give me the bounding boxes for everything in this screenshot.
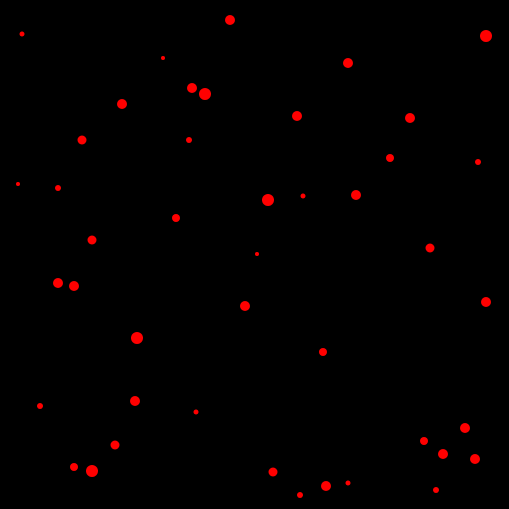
scatter-point [86, 465, 98, 477]
scatter-point [37, 403, 43, 409]
scatter-point [470, 454, 480, 464]
scatter-point [460, 423, 470, 433]
scatter-point [53, 278, 63, 288]
scatter-point [405, 113, 415, 123]
scatter-plot [0, 0, 509, 509]
scatter-point [297, 492, 303, 498]
scatter-point [69, 281, 79, 291]
scatter-point [187, 83, 197, 93]
scatter-point [186, 137, 192, 143]
scatter-point [199, 88, 211, 100]
scatter-point [292, 111, 302, 121]
scatter-point [269, 468, 278, 477]
scatter-point [161, 56, 165, 60]
scatter-point [78, 136, 87, 145]
scatter-point [426, 244, 435, 253]
scatter-point [420, 437, 428, 445]
scatter-point [346, 481, 351, 486]
scatter-point [240, 301, 250, 311]
scatter-point [480, 30, 492, 42]
scatter-point [70, 463, 78, 471]
scatter-point [130, 396, 140, 406]
scatter-point [351, 190, 361, 200]
scatter-point [343, 58, 353, 68]
scatter-point [111, 441, 120, 450]
scatter-point [117, 99, 127, 109]
scatter-point [386, 154, 394, 162]
scatter-point [301, 194, 306, 199]
scatter-point [255, 252, 259, 256]
scatter-point [20, 32, 25, 37]
scatter-point [16, 182, 20, 186]
scatter-point [131, 332, 143, 344]
scatter-point [225, 15, 235, 25]
scatter-point [481, 297, 491, 307]
scatter-point [262, 194, 274, 206]
scatter-point [194, 410, 199, 415]
scatter-point [88, 236, 97, 245]
scatter-point [438, 449, 448, 459]
scatter-point [475, 159, 481, 165]
scatter-point [433, 487, 439, 493]
scatter-point [172, 214, 180, 222]
scatter-point [319, 348, 327, 356]
scatter-point [55, 185, 61, 191]
scatter-point [321, 481, 331, 491]
